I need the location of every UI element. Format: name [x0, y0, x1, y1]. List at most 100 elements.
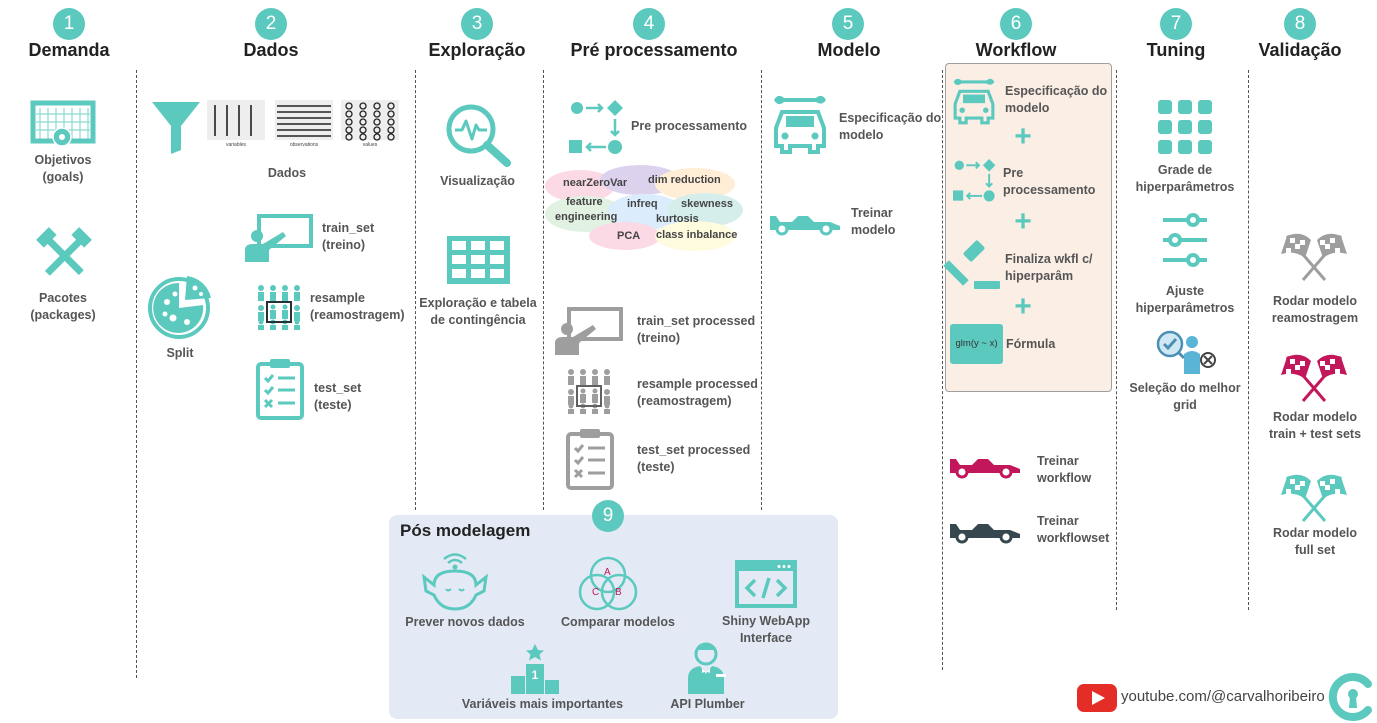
tidy-data-icon	[207, 100, 399, 141]
ajuste-label: Ajuste hiperparâmetros	[1135, 284, 1235, 315]
tabela-label: Exploração e tabela de contingência	[419, 296, 537, 327]
pos-title: Pós modelagem	[400, 521, 531, 540]
finaliza-label: Finaliza wkfl c/hiperparâm	[1005, 252, 1093, 283]
api-label: API Plumber	[670, 697, 745, 711]
car-wrench-icon	[774, 95, 826, 154]
grid-icon	[1158, 100, 1212, 154]
step-engineering: engineering	[555, 211, 618, 223]
step-kurtosis: kurtosis	[656, 213, 699, 225]
pre-processamento-label: Pre processamento	[631, 119, 748, 133]
col-6-number: 6	[1000, 8, 1032, 40]
rodar-train-test-label: Rodar modelo train + test sets	[1268, 410, 1362, 441]
butler-icon	[688, 642, 726, 694]
magnifier-chart-icon	[446, 104, 511, 167]
step-dim-reduction: dim reduction	[648, 174, 721, 186]
separator	[1116, 70, 1117, 610]
rodar-full-label: Rodar modelo full set	[1272, 526, 1358, 557]
pos-modelagem-panel	[389, 515, 838, 719]
flags-gray-icon	[1281, 233, 1347, 281]
col-8-title: Validação	[1258, 40, 1342, 60]
table-icon	[447, 236, 510, 284]
col-4-title: Pré processamento	[570, 40, 738, 60]
separator	[415, 70, 416, 510]
resample-label: resample (reamostragem)	[310, 291, 405, 322]
col-1-title: Demanda	[28, 40, 110, 60]
formula-label: Fórmula	[1006, 337, 1056, 351]
separator	[761, 70, 762, 510]
step-feature: feature	[566, 196, 603, 208]
presentation-icon	[245, 214, 313, 262]
col-1-number: 1	[53, 8, 85, 40]
podium-number: 1	[531, 668, 539, 682]
resample-processed-label: resample processed (reamostragem)	[637, 377, 758, 408]
modelo-especificacao-label: Especificação do modelo	[839, 111, 942, 142]
caption-values: values	[362, 142, 378, 148]
variaveis-label: Variáveis mais importantes	[461, 697, 624, 711]
step-class-imbalance: class inbalance	[656, 229, 738, 241]
race-car-teal-icon	[770, 216, 840, 236]
col-7-title: Tuning	[1146, 40, 1206, 60]
youtube-channel-link[interactable]: youtube.com/@carvalhoribeiro	[1121, 688, 1325, 705]
dados-label: Dados	[267, 166, 307, 180]
visualizacao-label: Visualização	[440, 174, 515, 188]
test-processed-label: test_set processed (teste)	[637, 443, 751, 474]
selecao-label: Seleção do melhor grid	[1129, 381, 1241, 412]
caption-variables: variables	[225, 142, 246, 148]
head-signal-icon	[421, 553, 489, 611]
col-3-title: Exploração	[428, 40, 526, 60]
comparar-label: Comparar modelos	[561, 615, 675, 629]
pos-number: 9	[592, 500, 624, 532]
plus-sign: +	[1014, 290, 1032, 323]
venn-a: A	[604, 567, 611, 578]
train-processed-label: train_set processed (treino)	[637, 314, 756, 345]
col-3-number: 3	[461, 8, 493, 40]
shiny-label: Shiny WebApp Interface	[722, 614, 810, 645]
step-infreq: infreq	[627, 198, 658, 210]
step-skewness: skewness	[681, 198, 733, 210]
presentation-gray-icon	[555, 307, 623, 355]
car-wrench-icon	[953, 78, 995, 125]
step-pca: PCA	[617, 230, 641, 242]
formula-box: glm(y ~ x)	[950, 324, 1003, 364]
test-set-label: test_set (teste)	[314, 381, 362, 412]
preprocess-cloud	[545, 165, 743, 251]
col-4-number: 4	[633, 8, 665, 40]
webapp-code-icon	[735, 560, 797, 608]
separator	[136, 70, 137, 678]
grade-label: Grade de hiperparâmetros	[1135, 163, 1235, 194]
col-7-number: 7	[1160, 8, 1192, 40]
treinar-workflowset-label: Treinar workflowset	[1037, 514, 1110, 545]
channel-logo-icon	[1328, 673, 1372, 721]
preprocess-flow-icon	[569, 100, 623, 154]
pizza-icon	[148, 276, 211, 339]
col-5-title: Modelo	[817, 40, 881, 60]
hammers-icon	[36, 227, 92, 276]
preprocess-flow-icon	[953, 159, 996, 202]
sliders-icon	[1163, 213, 1207, 267]
treinar-workflow-label: Treinar workflow	[1037, 454, 1092, 485]
col-6-title: Workflow	[975, 40, 1057, 60]
resample-people-icon	[258, 285, 300, 330]
train-set-label: train_set (treino)	[322, 221, 375, 252]
plus-sign: +	[1014, 205, 1032, 238]
venn-icon	[578, 556, 638, 611]
split-label: Split	[166, 346, 194, 360]
col-2-title: Dados	[243, 40, 299, 60]
rodar-reamostragem-label: Rodar modelo reamostragem	[1271, 294, 1359, 325]
wf-especificacao-label: Especificação do modelo	[1005, 84, 1108, 115]
step-nearzerovar: nearZeroVar	[563, 177, 628, 189]
filter-icon	[152, 102, 200, 154]
checklist-icon	[256, 359, 304, 420]
flags-magenta-icon	[1281, 354, 1347, 402]
flags-teal-icon	[1281, 474, 1347, 522]
race-car-magenta-icon	[950, 459, 1020, 479]
select-best-icon	[1156, 330, 1216, 374]
treinar-modelo-label: Treinar modelo	[851, 206, 896, 237]
col-5-number: 5	[832, 8, 864, 40]
separator	[1248, 70, 1249, 610]
resample-gray-icon	[568, 369, 610, 414]
venn-b: B	[615, 587, 622, 598]
gavel-icon	[943, 240, 1000, 289]
plus-sign: +	[1014, 120, 1032, 153]
youtube-icon[interactable]	[1077, 684, 1117, 712]
